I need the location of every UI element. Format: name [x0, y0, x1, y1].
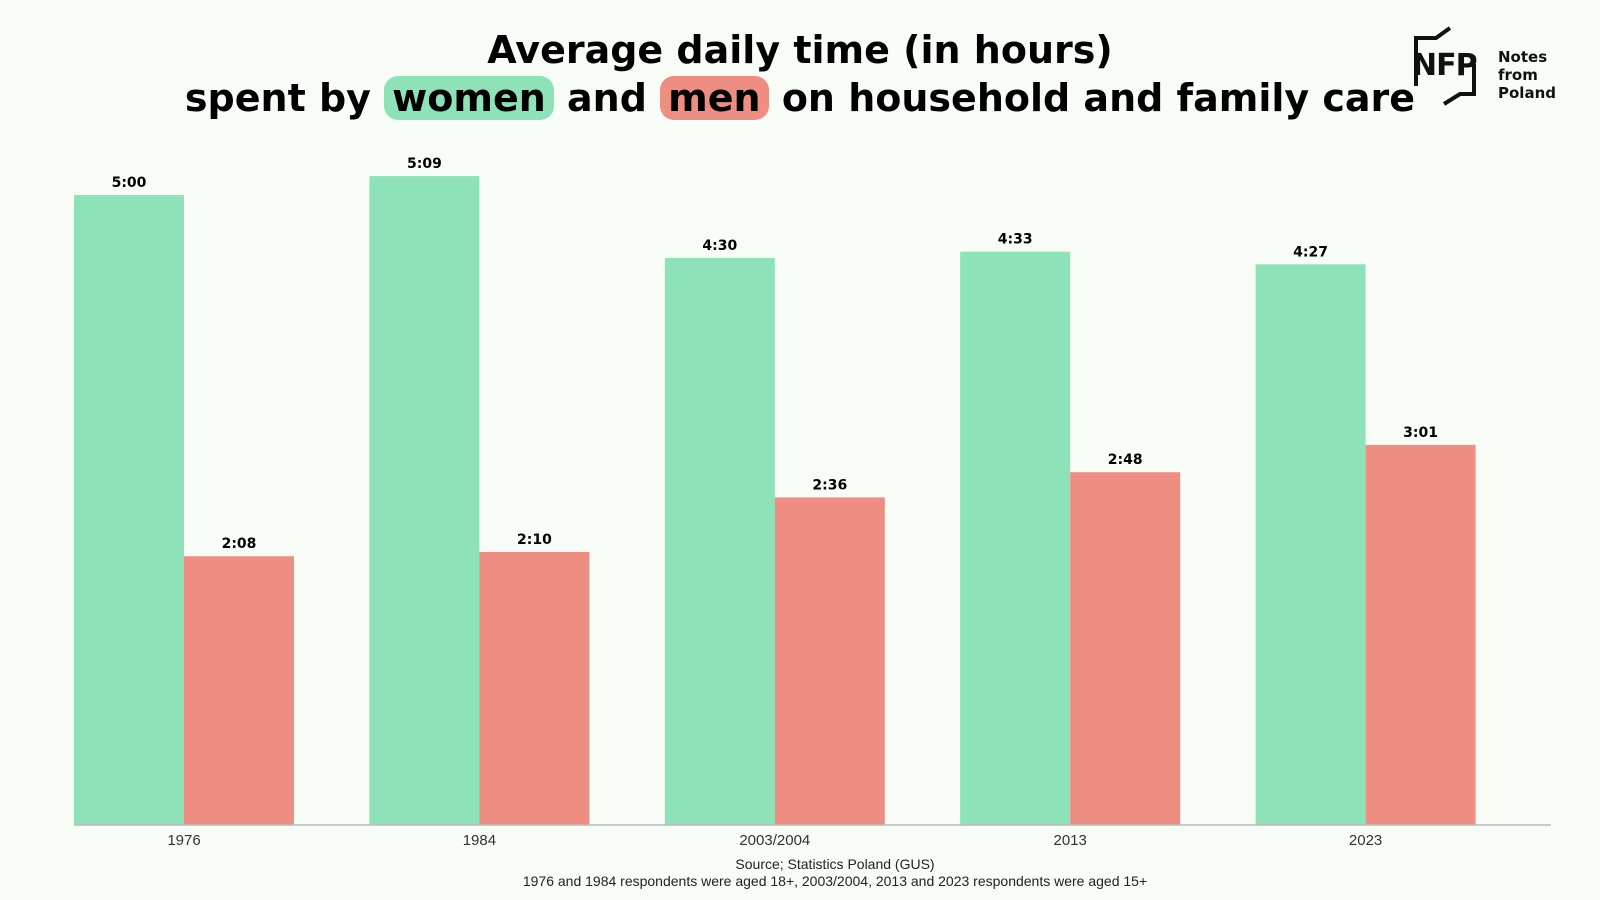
footer: Source; Statistics Poland (GUS) 1976 and… — [0, 856, 1600, 890]
title-text-spent-by: spent by — [184, 76, 385, 120]
x-tick-label-1984: 1984 — [463, 832, 496, 849]
data-label-men-2023: 3:01 — [1403, 425, 1438, 441]
data-label-men-1984: 2:10 — [517, 532, 552, 548]
bars-layer — [74, 176, 1476, 826]
bar-men-2013 — [1070, 472, 1181, 825]
x-tick-labels: 1976 1984 2003/2004 2013 2023 — [167, 832, 1382, 849]
chart-title: Average daily time (in hours) spent by w… — [0, 26, 1600, 122]
bar-women-1976 — [74, 195, 184, 825]
bar-women-1984 — [369, 176, 480, 826]
x-tick-label-2003-2004: 2003/2004 — [739, 832, 810, 849]
title-text-and: and — [553, 76, 661, 120]
data-label-women-2003-2004: 4:30 — [702, 238, 737, 254]
title-text-rest: on household and family care — [768, 76, 1416, 120]
x-tick-label-1976: 1976 — [167, 832, 200, 849]
data-label-women-1984: 5:09 — [407, 156, 442, 172]
logo-name-line-2: Poland — [1498, 84, 1556, 102]
source-note: Source; Statistics Poland (GUS) — [735, 856, 935, 872]
data-label-men-2013: 2:48 — [1108, 452, 1143, 468]
data-label-women-1976: 5:00 — [112, 175, 147, 191]
bar-men-1976 — [184, 556, 294, 825]
title-line-1: Average daily time (in hours) — [487, 28, 1113, 72]
bar-women-2003-2004 — [664, 258, 775, 825]
x-tick-label-2023: 2023 — [1349, 832, 1382, 849]
logo-name-line-1: Notes from — [1498, 48, 1548, 84]
labels-layer: 5:00 2:08 5:09 2:10 4:30 2:36 4:33 2:48 4:27 3:01 — [112, 156, 1438, 552]
notes-from-poland-logo: NFP Notes from Poland — [1412, 24, 1587, 106]
women-highlight: women — [384, 76, 554, 120]
logo-mark: NFP — [1412, 48, 1478, 83]
bar-women-2023 — [1255, 264, 1366, 825]
data-label-women-2013: 4:33 — [998, 232, 1033, 248]
data-label-women-2023: 4:27 — [1293, 244, 1328, 260]
title-line-2: spent by women and men on household and … — [0, 74, 1600, 122]
logo-bracket-icon — [1414, 26, 1476, 106]
data-label-men-1976: 2:08 — [222, 536, 257, 552]
bar-men-2023 — [1365, 444, 1476, 825]
men-highlight: men — [660, 76, 769, 120]
bar-women-2013 — [960, 251, 1071, 825]
x-tick-label-2013: 2013 — [1054, 832, 1087, 849]
data-label-men-2003-2004: 2:36 — [812, 477, 847, 493]
bar-men-2003-2004 — [774, 497, 885, 825]
logo-name: Notes from Poland — [1498, 48, 1587, 102]
age-note: 1976 and 1984 respondents were aged 18+,… — [522, 873, 1148, 889]
bar-men-1984 — [479, 551, 590, 825]
